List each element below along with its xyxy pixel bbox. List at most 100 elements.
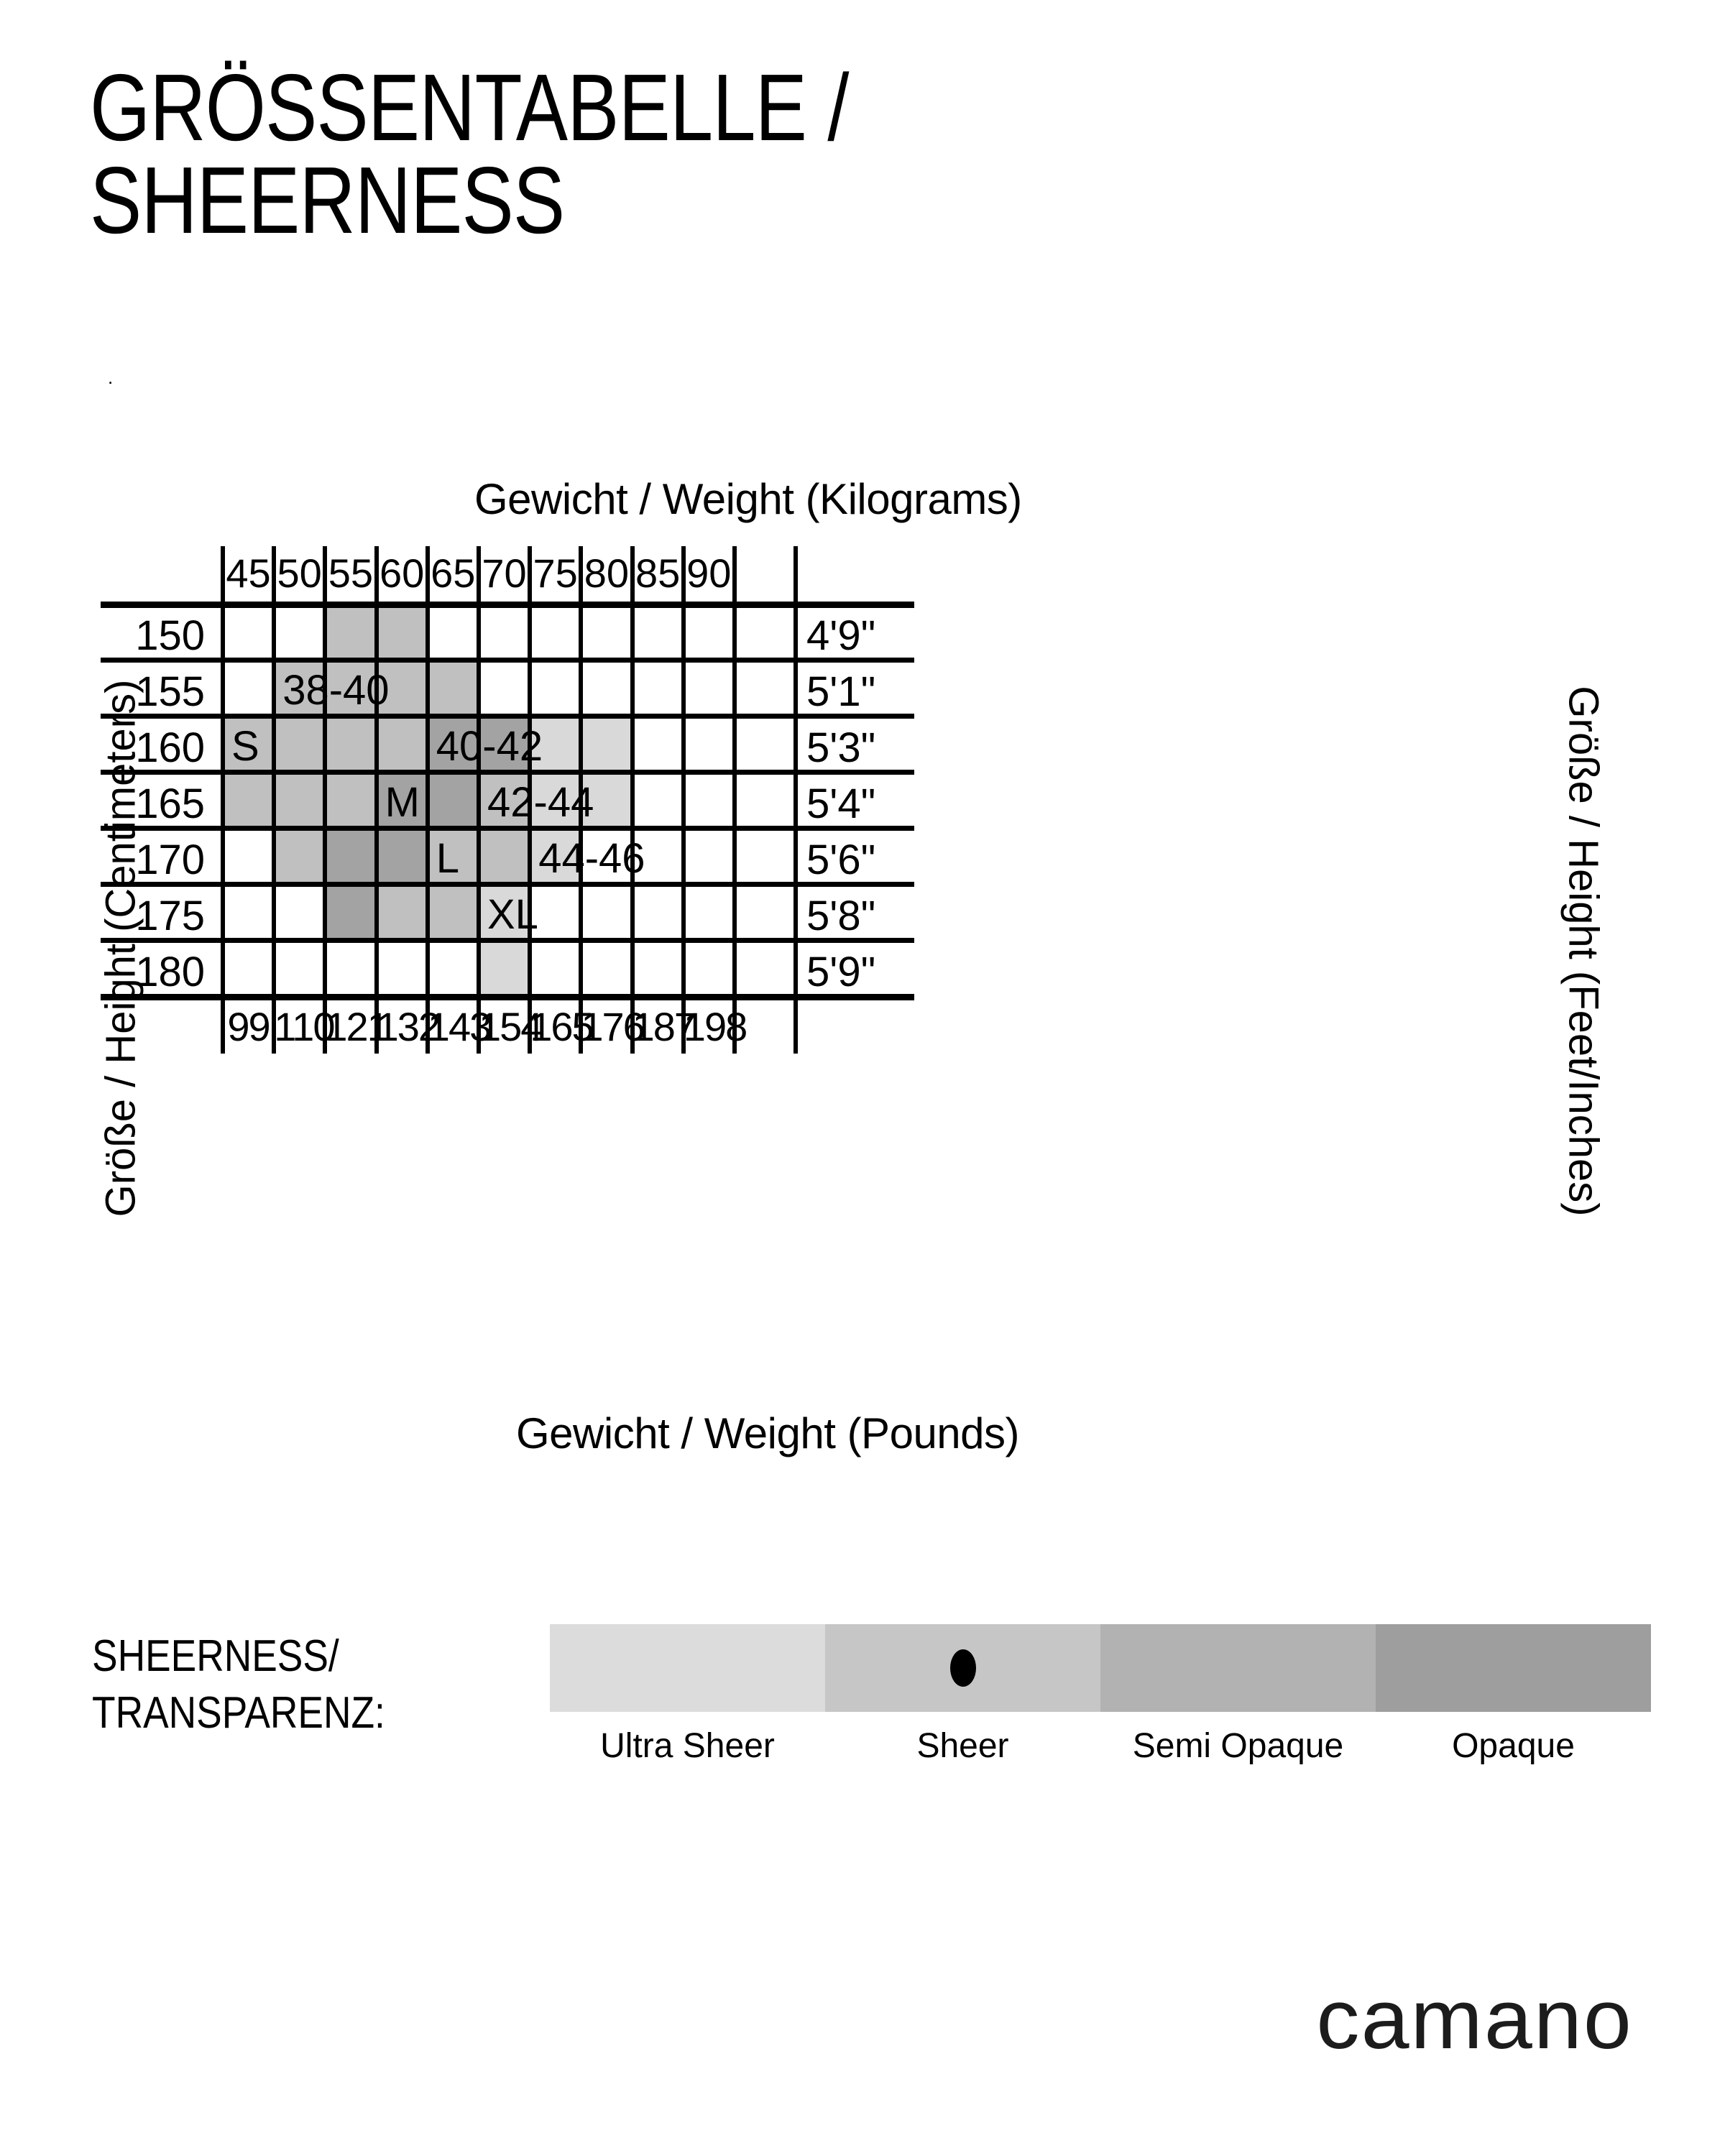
size-label: 44-46	[538, 835, 645, 882]
chart-cell	[223, 772, 275, 828]
chart-cell	[376, 828, 428, 884]
weight-lb-tick: 176	[581, 1004, 645, 1049]
chart-cell	[581, 716, 632, 772]
chart-grid: 45 50 55 60 65 70 75 80 85 90 99 110 121 132 143 154 165…	[101, 546, 914, 1054]
sheerness-swatch[interactable]	[1100, 1624, 1376, 1712]
size-label: M	[385, 779, 420, 826]
weight-kg-tick: 65	[431, 550, 476, 596]
sheerness-legend: SHEERNESS/ TRANSPARENZ: Ultra Sheer Sheer…	[0, 1610, 1725, 1811]
chart-cell	[376, 660, 428, 716]
weight-kg-tick: 50	[277, 550, 322, 596]
chart-cell	[479, 940, 530, 996]
chart-cell	[479, 884, 530, 940]
grid-line-vertical	[477, 546, 481, 1054]
chart-cell	[376, 604, 428, 660]
weight-lb-tick: 198	[683, 1004, 748, 1049]
chart-cell	[274, 716, 326, 772]
sheerness-swatch-label: Semi Opaque	[1132, 1727, 1344, 1765]
chart-cell	[274, 828, 326, 884]
grid-line-horizontal	[101, 714, 914, 719]
chart-cell	[274, 772, 326, 828]
weight-lb-tick: 143	[427, 1004, 492, 1049]
height-cm-tick: 165	[135, 780, 205, 827]
grid-line-horizontal	[101, 826, 914, 831]
grid-line-vertical	[681, 546, 686, 1054]
size-label: 38-40	[282, 667, 390, 714]
height-cm-tick: 180	[135, 949, 205, 995]
title-dot: .	[108, 367, 114, 388]
grid-line-vertical	[425, 546, 430, 1054]
chart-cell	[325, 660, 377, 716]
chart-cell	[325, 716, 377, 772]
height-cm-tick: 155	[135, 668, 205, 715]
chart-cell	[479, 772, 530, 828]
chart-cell	[325, 772, 377, 828]
axis-label-height-feet-inches: Größe / Height (Feet/Inches)	[1560, 686, 1607, 1217]
size-label: L	[436, 835, 460, 882]
chart-cell	[325, 604, 377, 660]
chart-cell	[223, 716, 275, 772]
height-cm-tick: 160	[135, 724, 205, 771]
size-label: XL	[487, 891, 538, 938]
chart-cell	[479, 716, 530, 772]
axis-label-weight-pounds: Gewicht / Weight (Pounds)	[516, 1409, 1020, 1457]
size-label: 40-42	[436, 723, 543, 770]
weight-lb-tick: 165	[530, 1004, 594, 1049]
sheerness-swatch[interactable]	[550, 1624, 825, 1712]
grid-line-vertical	[374, 546, 379, 1054]
grid-line-horizontal	[101, 658, 914, 663]
sheerness-label: SHEERNESS/ TRANSPARENZ:	[92, 1631, 385, 1738]
height-cm-tick: 150	[135, 612, 205, 659]
sheerness-swatches	[550, 1624, 1651, 1712]
weight-lb-tick: 121	[325, 1004, 389, 1049]
grid-line-vertical	[272, 546, 277, 1054]
chart-cell	[274, 660, 326, 716]
chart-cell	[530, 772, 581, 828]
chart-cell	[376, 884, 428, 940]
grid-line-vertical	[323, 546, 328, 1054]
sheerness-swatch-names: Ultra Sheer Sheer Semi Opaque Opaque	[550, 1726, 1651, 1766]
chart-cell	[581, 772, 632, 828]
height-ft-tick: 5'3"	[806, 724, 876, 771]
chart-cell	[479, 828, 530, 884]
weight-kg-tick: 60	[379, 550, 425, 596]
chart-cell	[325, 884, 377, 940]
sheerness-swatch-label: Opaque	[1452, 1727, 1575, 1765]
grid-line-vertical	[794, 546, 798, 1054]
grid-line-horizontal	[101, 994, 914, 1000]
size-label: S	[231, 723, 259, 770]
brand-logo: camano	[1316, 1972, 1633, 2067]
sheerness-swatch-label: Sheer	[916, 1727, 1009, 1765]
weight-lb-tick: 187	[632, 1004, 696, 1049]
axis-label-weight-kilograms: Gewicht / Weight (Kilograms)	[474, 475, 1022, 523]
grid-line-vertical	[528, 546, 533, 1054]
weight-kg-tick: 55	[328, 550, 374, 596]
height-ft-tick: 5'1"	[806, 668, 876, 715]
weight-lb-tick: 154	[479, 1004, 543, 1049]
grid-line-horizontal	[101, 770, 914, 775]
weight-kg-tick: 85	[635, 550, 681, 596]
height-cm-tick: 175	[135, 893, 205, 939]
chart-cell	[376, 772, 428, 828]
weight-kg-tick: 75	[533, 550, 578, 596]
chart-cell	[427, 716, 479, 772]
chart-cell	[427, 772, 479, 828]
weight-lb-tick: 99	[227, 1004, 270, 1049]
chart-cell	[427, 828, 479, 884]
height-cm-tick: 170	[135, 837, 205, 883]
selected-marker-icon	[949, 1649, 976, 1687]
grid-line-horizontal	[101, 938, 914, 943]
chart-cell	[427, 884, 479, 940]
chart-cell	[325, 828, 377, 884]
sheerness-swatch[interactable]	[825, 1624, 1100, 1712]
page-title: GRÖSSENTABELLE / SHEERNESS	[90, 55, 849, 254]
weight-lb-tick: 110	[274, 1004, 335, 1049]
sheerness-swatch[interactable]	[1376, 1624, 1651, 1712]
height-ft-tick: 5'9"	[806, 949, 876, 995]
weight-kg-tick: 45	[226, 550, 271, 596]
weight-kg-tick: 70	[482, 550, 527, 596]
size-chart: Gewicht / Weight (Kilograms) Gewicht / W…	[0, 460, 1725, 1457]
grid-line-vertical	[221, 546, 225, 1054]
chart-cell	[427, 660, 479, 716]
grid-line-horizontal	[101, 602, 914, 608]
